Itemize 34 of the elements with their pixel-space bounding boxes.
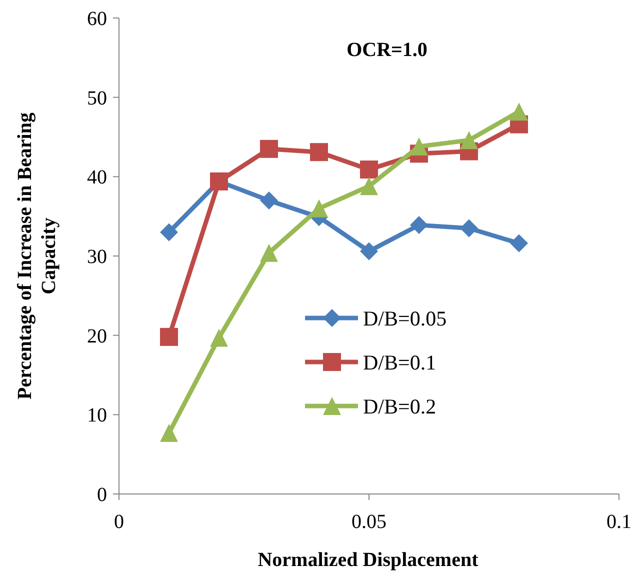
point xyxy=(260,244,278,262)
y-tick-label: 30 xyxy=(87,246,107,268)
legend-label: D/B=0.1 xyxy=(363,350,436,374)
y-tick-label: 20 xyxy=(87,325,107,348)
y-tick-label: 60 xyxy=(87,8,107,30)
point xyxy=(410,138,428,156)
x-tick-label: 0.1 xyxy=(606,511,632,533)
legend-label: D/B=0.2 xyxy=(363,394,436,418)
point xyxy=(460,219,478,238)
x-tick-label: 0.05 xyxy=(352,511,386,533)
y-tick-label: 50 xyxy=(87,87,107,110)
point xyxy=(410,216,428,234)
x-tick-label: 0 xyxy=(114,511,124,533)
point xyxy=(310,199,328,218)
point xyxy=(360,160,378,179)
point xyxy=(510,234,528,252)
y-tick-label: 0 xyxy=(97,484,107,506)
point xyxy=(460,131,478,150)
y-tick-label: 40 xyxy=(87,166,107,189)
point xyxy=(210,328,228,347)
point xyxy=(310,143,328,162)
point xyxy=(160,328,178,346)
point xyxy=(510,102,528,121)
y-tick-label: 10 xyxy=(87,404,107,427)
text: OCR=1.0 xyxy=(346,39,428,61)
point xyxy=(260,191,278,210)
point xyxy=(160,424,178,442)
legend-label: D/B=0.05 xyxy=(363,306,447,330)
y-axis-title: Percentage of Increase in Bearing Capacity xyxy=(14,112,60,400)
point xyxy=(360,242,378,260)
point xyxy=(360,177,378,196)
point xyxy=(160,223,178,242)
point xyxy=(260,140,278,158)
x-axis-title: Normalized Displacement xyxy=(258,549,479,571)
